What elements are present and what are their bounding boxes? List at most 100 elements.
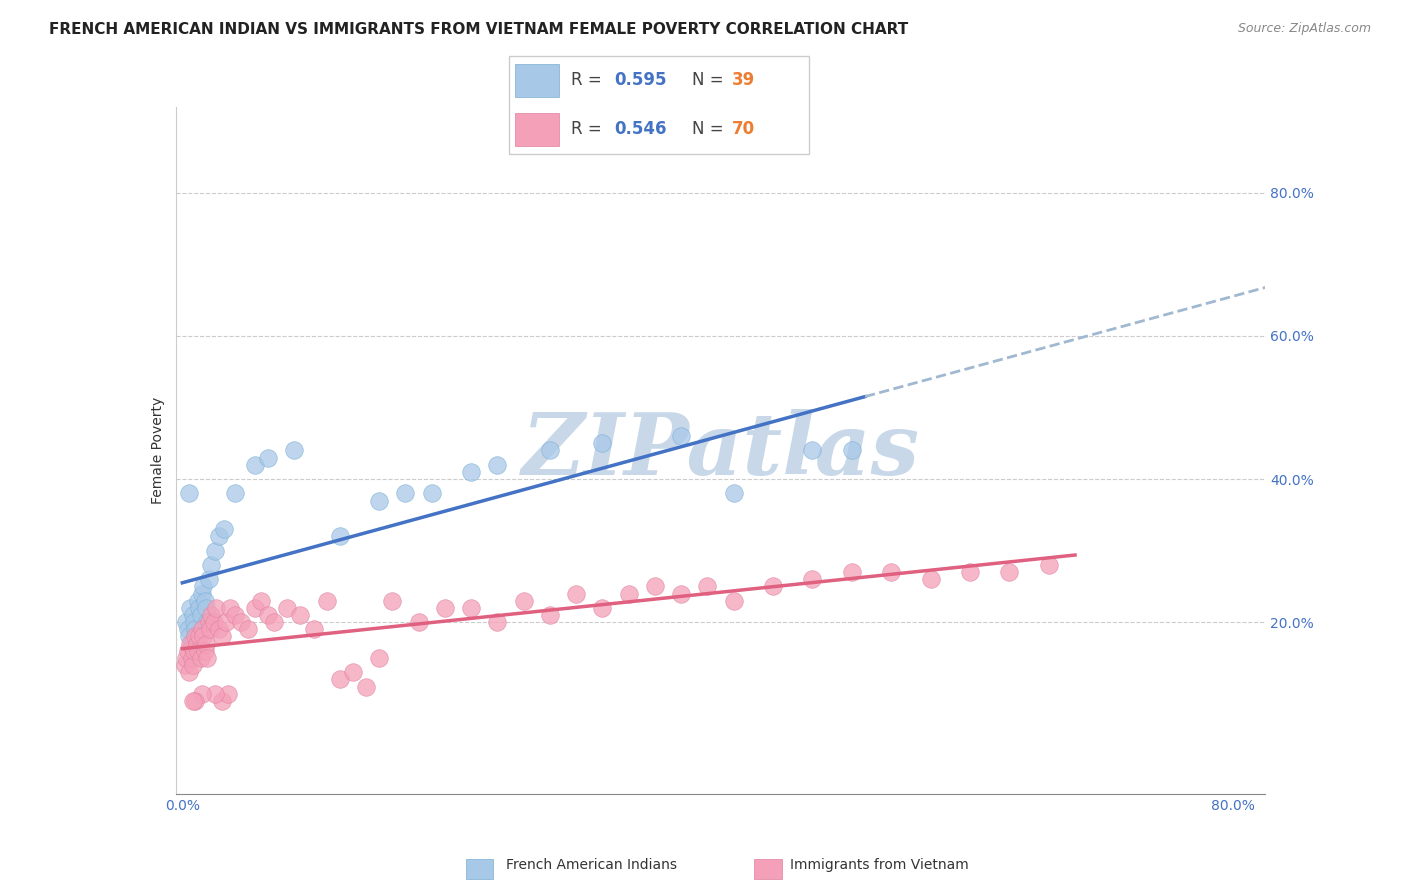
Point: [880, 565, 903, 579]
Point: [394, 486, 416, 500]
Point: [181, 607, 204, 622]
Point: [290, 607, 312, 622]
Point: [538, 607, 561, 622]
FancyBboxPatch shape: [509, 55, 810, 154]
Point: [408, 615, 430, 630]
Point: [433, 600, 456, 615]
Point: [180, 637, 202, 651]
Point: [920, 572, 942, 586]
Point: [194, 600, 217, 615]
Point: [231, 615, 253, 630]
Point: [191, 586, 214, 600]
Point: [329, 529, 352, 543]
Point: [179, 637, 201, 651]
Point: [211, 630, 233, 644]
Y-axis label: Female Poverty: Female Poverty: [150, 397, 165, 504]
Text: FRENCH AMERICAN INDIAN VS IMMIGRANTS FROM VIETNAM FEMALE POVERTY CORRELATION CHA: FRENCH AMERICAN INDIAN VS IMMIGRANTS FRO…: [49, 22, 908, 37]
Point: [198, 623, 221, 637]
Point: [183, 644, 205, 658]
Text: N =: N =: [692, 120, 728, 138]
Point: [174, 615, 197, 630]
Point: [194, 644, 217, 658]
Point: [217, 687, 239, 701]
Point: [177, 486, 200, 500]
Point: [195, 651, 218, 665]
Point: [959, 565, 981, 579]
Point: [191, 623, 214, 637]
Point: [243, 458, 266, 472]
Point: [190, 651, 212, 665]
Point: [202, 615, 225, 630]
Point: [186, 637, 208, 651]
Point: [174, 658, 197, 673]
Point: [200, 607, 222, 622]
Point: [200, 558, 222, 572]
Point: [224, 607, 246, 622]
Point: [460, 600, 482, 615]
Point: [204, 543, 226, 558]
Point: [315, 593, 337, 607]
FancyBboxPatch shape: [465, 859, 494, 879]
Point: [1038, 558, 1060, 572]
Point: [208, 623, 231, 637]
Point: [243, 600, 266, 615]
Point: [841, 443, 863, 458]
Point: [644, 579, 666, 593]
Point: [565, 586, 588, 600]
Point: [188, 630, 211, 644]
Point: [204, 687, 226, 701]
Text: 39: 39: [733, 71, 755, 89]
Point: [174, 651, 197, 665]
Point: [256, 607, 278, 622]
Text: R =: R =: [571, 71, 607, 89]
Point: [191, 687, 214, 701]
Point: [276, 600, 298, 615]
Point: [486, 458, 509, 472]
Point: [181, 694, 204, 708]
Point: [617, 586, 640, 600]
Point: [329, 673, 352, 687]
Point: [998, 565, 1021, 579]
Point: [723, 486, 745, 500]
Point: [723, 593, 745, 607]
Point: [460, 465, 482, 479]
Point: [342, 665, 364, 680]
Point: [669, 586, 692, 600]
Point: [184, 694, 207, 708]
Point: [283, 443, 305, 458]
FancyBboxPatch shape: [516, 113, 558, 145]
Point: [302, 623, 325, 637]
Text: 0.546: 0.546: [614, 120, 666, 138]
Point: [214, 522, 236, 536]
Point: [176, 623, 198, 637]
Point: [214, 615, 236, 630]
Point: [250, 593, 273, 607]
Point: [181, 658, 204, 673]
Point: [420, 486, 443, 500]
Point: [194, 637, 217, 651]
Text: Immigrants from Vietnam: Immigrants from Vietnam: [790, 858, 969, 872]
Point: [591, 436, 613, 450]
Point: [256, 450, 278, 465]
Point: [486, 615, 509, 630]
Point: [208, 529, 231, 543]
Point: [512, 593, 534, 607]
Point: [186, 630, 208, 644]
Point: [190, 607, 212, 622]
Point: [801, 443, 824, 458]
Text: 0.595: 0.595: [614, 71, 666, 89]
Point: [224, 486, 246, 500]
Text: ZIPatlas: ZIPatlas: [522, 409, 920, 492]
Text: R =: R =: [571, 120, 607, 138]
Point: [176, 644, 198, 658]
Point: [205, 600, 228, 615]
Point: [197, 572, 219, 586]
Point: [354, 680, 377, 694]
Point: [368, 493, 391, 508]
Text: French American Indians: French American Indians: [506, 858, 678, 872]
Point: [696, 579, 718, 593]
Point: [179, 600, 201, 615]
Text: N =: N =: [692, 71, 728, 89]
Point: [218, 600, 240, 615]
Point: [184, 630, 207, 644]
